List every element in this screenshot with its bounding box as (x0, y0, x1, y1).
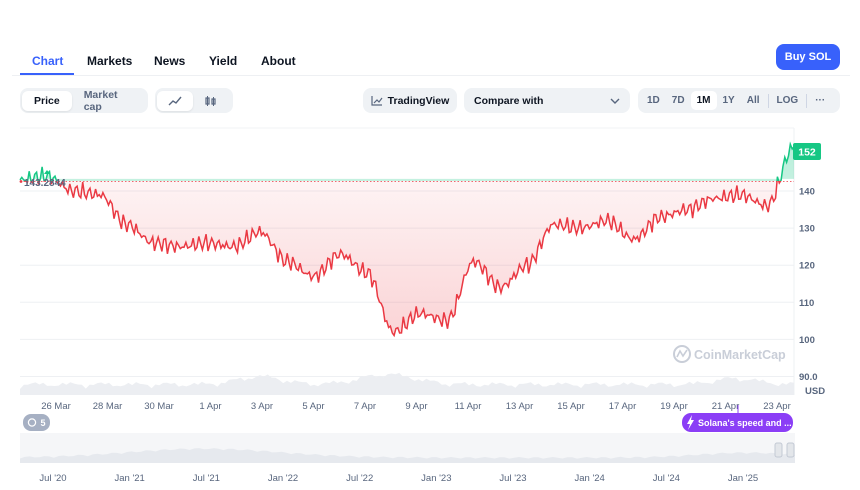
price-area-below (25, 181, 781, 336)
range-all[interactable]: All (746, 95, 760, 106)
navigator-panel (20, 433, 795, 463)
current-price-label: 152 (798, 147, 816, 159)
currency-label: USD (805, 386, 825, 397)
x-tick-label: 9 Apr (405, 401, 427, 412)
chart-type-toggle: Price Market cap (20, 88, 148, 113)
navigator-tick-label: Jul '24 (653, 473, 680, 484)
market-cap-option[interactable]: Market cap (83, 88, 118, 113)
more-options-button[interactable]: ··· (815, 95, 826, 106)
price-option[interactable]: Price (22, 90, 72, 111)
news-event-badge (682, 413, 793, 432)
navigator-tick-label: Jul '22 (346, 473, 373, 484)
reference-price-label: 143.2844 (24, 178, 66, 189)
candlestick-button[interactable] (193, 91, 229, 111)
x-tick-label: 23 Apr (763, 401, 790, 412)
buy-sol-button[interactable]: Buy SOL (776, 44, 840, 70)
navigator-tick-label: Jan '22 (268, 473, 298, 484)
y-tick-label: 140 (799, 187, 815, 198)
price-line-up (19, 141, 795, 181)
navigator-tick-label: Jul '20 (39, 473, 66, 484)
range-divider (806, 93, 808, 108)
tab-about[interactable]: About (261, 54, 296, 68)
reference-price-marker (19, 180, 23, 183)
x-tick-label: 26 Mar (41, 401, 71, 412)
active-tab-indicator (20, 73, 74, 75)
x-tick-label: 17 Apr (609, 401, 636, 412)
compare-with-label: Compare with (474, 94, 544, 107)
x-tick-label: 13 Apr (506, 401, 533, 412)
y-tick-label: 110 (799, 298, 814, 309)
tab-yield[interactable]: Yield (209, 54, 238, 68)
chevron-down-icon (610, 98, 620, 104)
y-tick-label: 120 (799, 261, 815, 272)
x-tick-label: 5 Apr (302, 401, 324, 412)
history-icon (27, 418, 37, 427)
tradingview-button[interactable]: TradingView (363, 88, 457, 113)
tab-news[interactable]: News (154, 54, 186, 68)
news-event-label: Solana's speed and ... (698, 418, 792, 428)
tradingview-icon (371, 96, 383, 106)
range-1m[interactable]: 1M (690, 91, 717, 110)
range-1y[interactable]: 1Y (722, 95, 735, 106)
current-price-tag (793, 143, 821, 160)
navigator-tick-label: Jan '25 (728, 473, 758, 484)
line-chart-icon (168, 96, 182, 105)
navigator-area (20, 448, 795, 463)
coinmarketcap-logo-icon (673, 345, 691, 363)
x-tick-label: 21 Apr (712, 401, 739, 412)
line-chart-button[interactable] (157, 90, 193, 111)
range-7d[interactable]: 7D (671, 95, 685, 106)
range-divider (767, 93, 769, 108)
navigator-tick-label: Jan '23 (421, 473, 451, 484)
chart-nav: Chart Markets News Yield About (0, 40, 860, 80)
navigator-tick-label: Jan '24 (574, 473, 604, 484)
nav-divider (12, 75, 850, 76)
tab-markets[interactable]: Markets (87, 54, 133, 68)
x-tick-label: 3 Apr (251, 401, 273, 412)
compare-with-dropdown[interactable]: Compare with (464, 88, 630, 113)
candlestick-icon (205, 95, 216, 106)
x-tick-label: 15 Apr (557, 401, 584, 412)
events-count: 5 (40, 418, 45, 428)
y-tick-label: 130 (799, 224, 815, 235)
reference-high-marker (44, 170, 50, 174)
navigator-tick-label: Jan '21 (114, 473, 144, 484)
time-range-selector: 1D 7D 1M 1Y All LOG ··· (638, 88, 840, 113)
navigator-tick-label: Jul '21 (193, 473, 220, 484)
navigator-tick-label: Jul '23 (499, 473, 526, 484)
logo-wave-glyph (676, 349, 688, 358)
x-tick-label: 7 Apr (354, 401, 376, 412)
navigator-right-handle (786, 442, 795, 458)
price-line-down (24, 181, 782, 338)
price-area-above (20, 144, 794, 181)
x-tick-label: 1 Apr (199, 401, 221, 412)
tradingview-label: TradingView (387, 94, 450, 107)
events-badge (23, 414, 50, 431)
navigator-left-handle (774, 442, 783, 458)
y-tick-label: 90.0 (799, 372, 818, 383)
log-scale-toggle[interactable]: LOG (776, 95, 799, 106)
tab-chart[interactable]: Chart (32, 54, 64, 68)
volume-area (20, 372, 794, 395)
chart-style-toggle (155, 88, 233, 113)
x-tick-label: 28 Mar (93, 401, 123, 412)
range-1d[interactable]: 1D (647, 95, 660, 106)
x-tick-label: 30 Mar (144, 401, 174, 412)
x-tick-label: 11 Apr (455, 401, 482, 412)
y-tick-label: 100 (799, 335, 815, 346)
watermark: CoinMarketCap (694, 348, 786, 362)
lightning-icon (687, 415, 694, 430)
x-tick-label: 19 Apr (660, 401, 687, 412)
